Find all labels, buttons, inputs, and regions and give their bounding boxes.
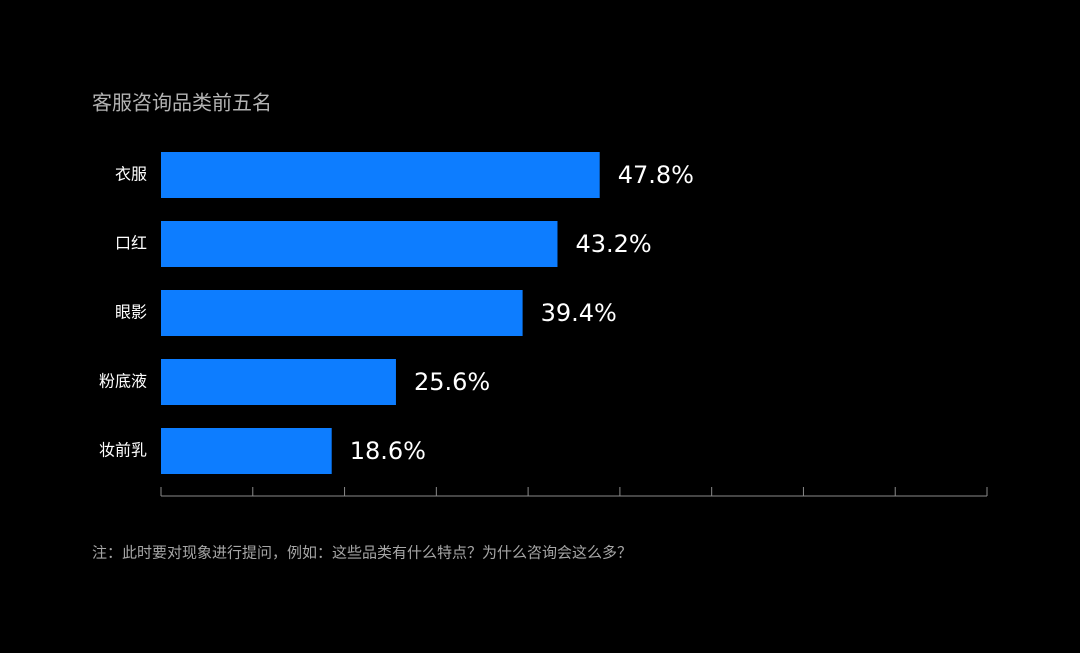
bar bbox=[161, 152, 600, 198]
value-label: 25.6% bbox=[414, 368, 490, 396]
value-label: 39.4% bbox=[541, 299, 617, 327]
chart-title: 客服咨询品类前五名 bbox=[92, 91, 272, 115]
y-tick-label: 妆前乳 bbox=[99, 441, 147, 460]
y-tick-label: 口红 bbox=[115, 234, 147, 253]
bar bbox=[161, 221, 558, 267]
y-tick-label: 粉底液 bbox=[99, 372, 147, 391]
y-tick-label: 眼影 bbox=[115, 303, 147, 322]
bar bbox=[161, 359, 396, 405]
footnote: 注：此时要对现象进行提问，例如：这些品类有什么特点？为什么咨询会这么多？ bbox=[92, 544, 632, 562]
value-label: 43.2% bbox=[575, 230, 651, 258]
bar bbox=[161, 428, 332, 474]
y-tick-label: 衣服 bbox=[115, 165, 147, 184]
bar bbox=[161, 290, 523, 336]
value-label: 18.6% bbox=[350, 437, 426, 465]
value-label: 47.8% bbox=[618, 161, 694, 189]
